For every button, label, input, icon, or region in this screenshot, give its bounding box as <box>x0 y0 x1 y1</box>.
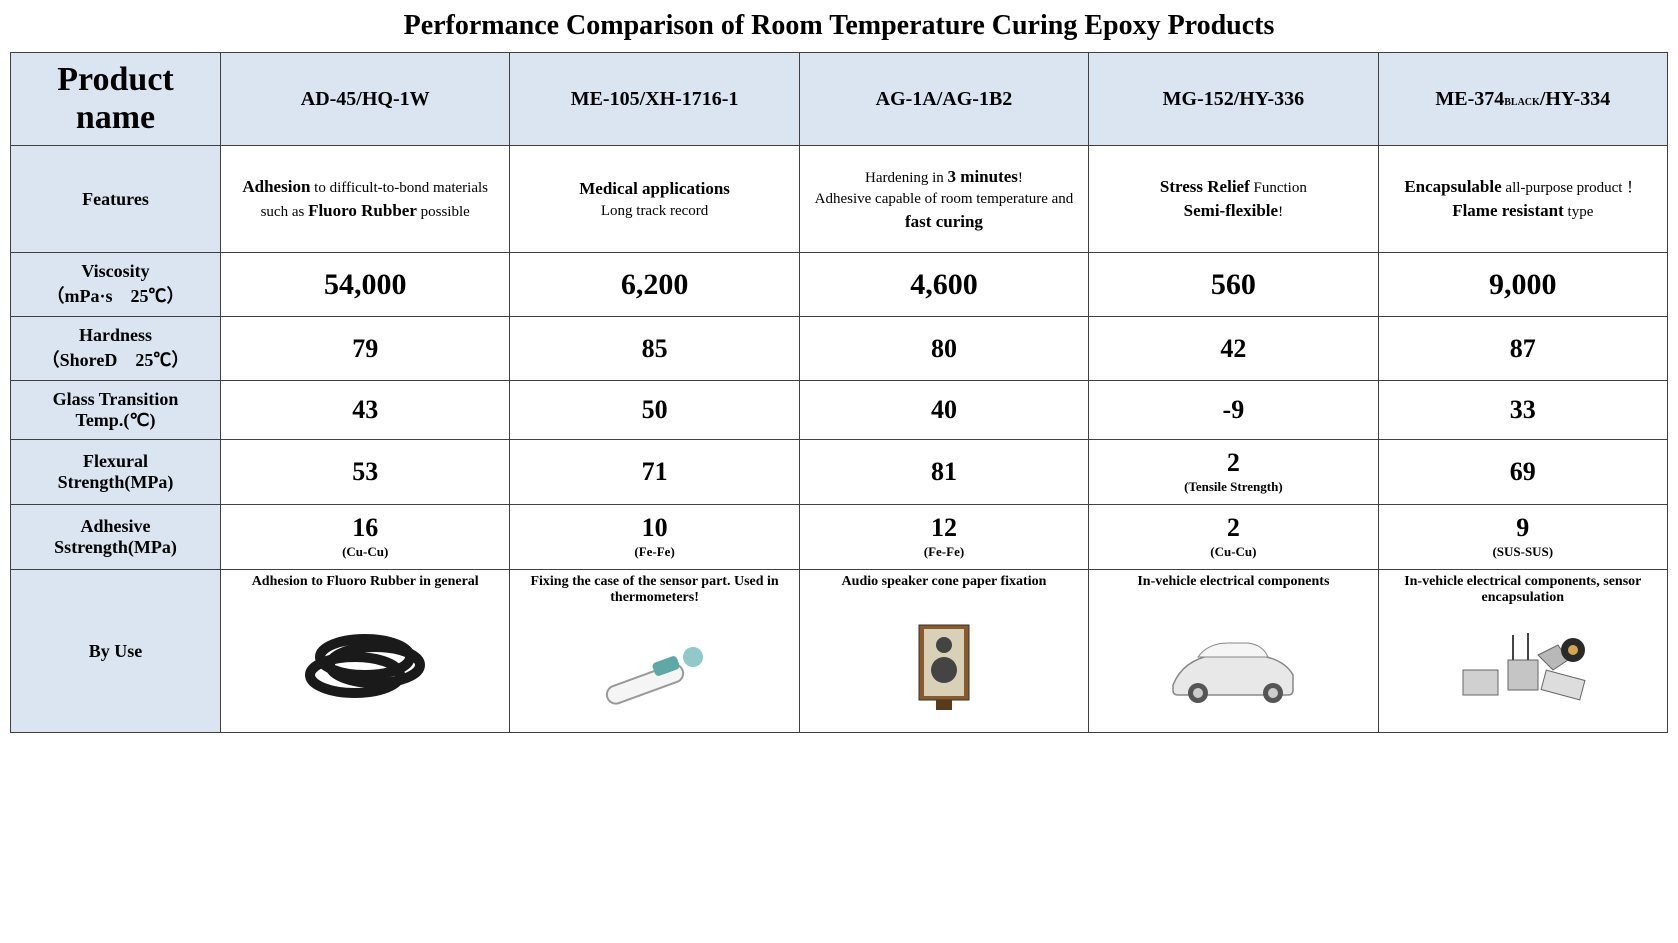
adhesive-5: 9(SUS-SUS) <box>1378 505 1667 570</box>
flexural-5: 69 <box>1378 440 1667 505</box>
hardness-label: Hardness （ShoreD 25℃） <box>11 317 221 381</box>
product-col-1: AD-45/HQ-1W <box>221 53 510 146</box>
hardness-row: Hardness （ShoreD 25℃） 79 85 80 42 87 <box>11 317 1668 381</box>
viscosity-row: Viscosity （mPa·s 25℃） 54,000 6,200 4,600… <box>11 253 1668 317</box>
glass-row: Glass Transition Temp.(℃) 43 50 40 -9 33 <box>11 381 1668 440</box>
product-col-5: ME-374BLACK/HY-334 <box>1378 53 1667 146</box>
hardness-3: 80 <box>799 317 1088 381</box>
feature-3: Hardening in 3 minutes! Adhesive capable… <box>799 146 1088 253</box>
adhesive-4: 2(Cu-Cu) <box>1089 505 1378 570</box>
car-icon <box>1095 610 1371 720</box>
viscosity-3: 4,600 <box>799 253 1088 317</box>
flexural-4: 2(Tensile Strength) <box>1089 440 1378 505</box>
feature-4: Stress Relief Function Semi-flexible! <box>1089 146 1378 253</box>
product-col-3: AG-1A/AG-1B2 <box>799 53 1088 146</box>
glass-2: 50 <box>510 381 799 440</box>
glass-3: 40 <box>799 381 1088 440</box>
adhesive-label: Adhesive Sstrength(MPa) <box>11 505 221 570</box>
flexural-3: 81 <box>799 440 1088 505</box>
thermometer-icon <box>516 610 792 720</box>
glass-5: 33 <box>1378 381 1667 440</box>
features-row: Features Adhesion to difficult-to-bond m… <box>11 146 1668 253</box>
hardness-5: 87 <box>1378 317 1667 381</box>
hardness-1: 79 <box>221 317 510 381</box>
components-icon <box>1385 610 1661 720</box>
viscosity-2: 6,200 <box>510 253 799 317</box>
adhesive-2: 10(Fe-Fe) <box>510 505 799 570</box>
product-col-4: MG-152/HY-336 <box>1089 53 1378 146</box>
flexural-1: 53 <box>221 440 510 505</box>
use-2: Fixing the case of the sensor part. Used… <box>510 570 799 733</box>
header-label: Product name <box>11 53 221 146</box>
page-title: Performance Comparison of Room Temperatu… <box>10 10 1668 42</box>
adhesive-1: 16(Cu-Cu) <box>221 505 510 570</box>
use-4: In-vehicle electrical components <box>1089 570 1378 733</box>
features-label: Features <box>11 146 221 253</box>
flexural-row: Flexural Strength(MPa) 53 71 81 2(Tensil… <box>11 440 1668 505</box>
viscosity-4: 560 <box>1089 253 1378 317</box>
product-col-2: ME-105/XH-1716-1 <box>510 53 799 146</box>
header-row: Product name AD-45/HQ-1W ME-105/XH-1716-… <box>11 53 1668 146</box>
speaker-icon <box>806 610 1082 720</box>
use-3: Audio speaker cone paper fixation <box>799 570 1088 733</box>
use-1: Adhesion to Fluoro Rubber in general <box>221 570 510 733</box>
adhesive-3: 12(Fe-Fe) <box>799 505 1088 570</box>
o-rings-icon <box>227 610 503 720</box>
viscosity-5: 9,000 <box>1378 253 1667 317</box>
feature-2: Medical applications Long track record <box>510 146 799 253</box>
flexural-label: Flexural Strength(MPa) <box>11 440 221 505</box>
use-5: In-vehicle electrical components, sensor… <box>1378 570 1667 733</box>
viscosity-label: Viscosity （mPa·s 25℃） <box>11 253 221 317</box>
feature-5: Encapsulable all-purpose product ！ Flame… <box>1378 146 1667 253</box>
glass-4: -9 <box>1089 381 1378 440</box>
use-row: By Use Adhesion to Fluoro Rubber in gene… <box>11 570 1668 733</box>
flexural-2: 71 <box>510 440 799 505</box>
use-label: By Use <box>11 570 221 733</box>
hardness-2: 85 <box>510 317 799 381</box>
comparison-table: Product name AD-45/HQ-1W ME-105/XH-1716-… <box>10 52 1668 733</box>
adhesive-row: Adhesive Sstrength(MPa) 16(Cu-Cu) 10(Fe-… <box>11 505 1668 570</box>
viscosity-1: 54,000 <box>221 253 510 317</box>
feature-1: Adhesion to difficult-to-bond materials … <box>221 146 510 253</box>
glass-1: 43 <box>221 381 510 440</box>
glass-label: Glass Transition Temp.(℃) <box>11 381 221 440</box>
hardness-4: 42 <box>1089 317 1378 381</box>
